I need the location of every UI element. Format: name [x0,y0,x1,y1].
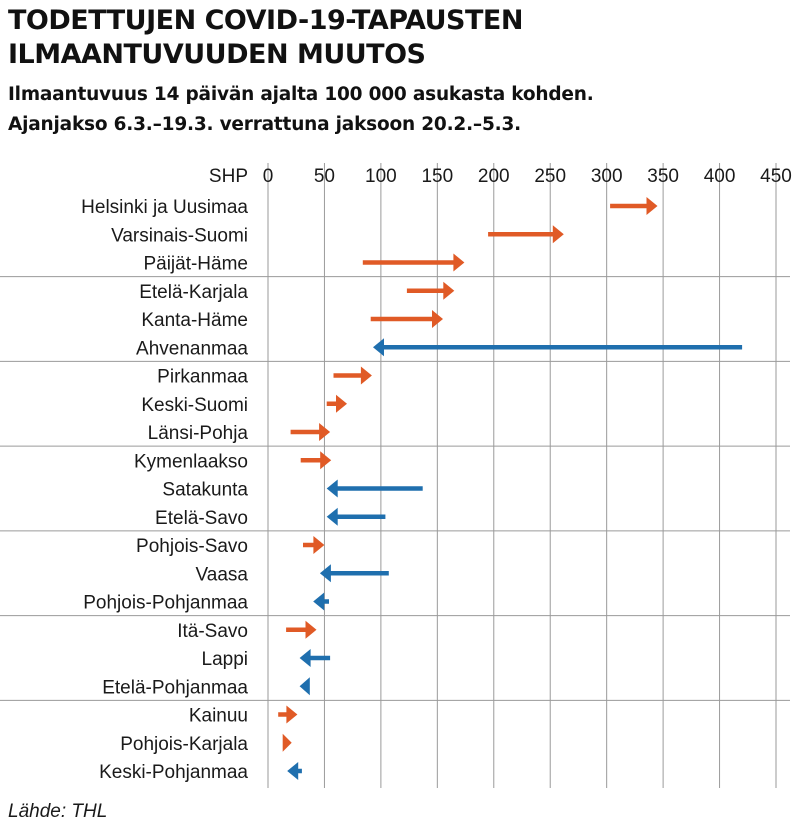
source-note: Lähde: THL [8,801,108,822]
row-label: Lappi [202,649,249,670]
x-tick-label: 50 [314,166,335,187]
row-label: Keski-Pohjanmaa [99,762,248,783]
grid-lines [267,163,777,788]
chart-subtitle-line-2: Ajanjakso 6.3.–19.3. verrattuna jaksoon … [8,114,521,135]
row-label: Etelä-Karjala [139,282,248,303]
row-label: Keski-Suomi [141,395,248,416]
change-arrow [300,451,332,470]
x-tick-label: 150 [421,166,453,187]
row-label: Etelä-Pohjanmaa [102,677,248,698]
change-arrow [290,423,331,441]
chart-subtitle: Ilmaantuvuus 14 päivän ajalta 100 000 as… [8,80,788,140]
row-label: Kanta-Häme [141,310,248,331]
change-arrow [326,479,423,498]
x-tick-label: 100 [365,166,397,187]
row-label: Pirkanmaa [157,367,248,388]
change-arrow [610,197,658,215]
chart-subtitle-line-1: Ilmaantuvuus 14 päivän ajalta 100 000 as… [8,84,594,105]
row-label: Satakunta [162,480,248,501]
change-arrow [303,536,325,554]
row-label: Pohjois-Karjala [120,734,248,755]
change-arrow [488,225,564,244]
change-arrow [326,507,386,526]
x-tick-label: 350 [647,166,679,187]
chart-title-line-2: ILMAANTUVUUDEN MUUTOS [8,39,426,70]
row-label: Päijät-Häme [143,254,248,275]
change-arrow [333,366,372,385]
change-arrow [282,733,292,752]
change-arrow [286,620,317,639]
row-label: Länsi-Pohja [148,423,249,444]
chart-title: TODETTUJEN COVID-19-TAPAUSTEN ILMAANTUVU… [8,4,788,72]
change-arrow [406,281,455,300]
group-separators [0,276,790,701]
row-label: Pohjois-Savo [136,536,248,557]
change-arrows [278,197,743,780]
row-label: Kymenlaakso [134,451,248,472]
category-header: SHP [209,166,248,187]
row-label: Etelä-Savo [155,508,248,529]
row-label: Varsinais-Suomi [111,225,248,246]
change-arrow [373,338,743,357]
row-label: Vaasa [196,564,249,585]
x-tick-label: 450 [760,166,792,187]
x-tick-label: 300 [591,166,623,187]
change-arrow [319,564,389,583]
row-label: Kainuu [189,706,248,727]
x-axis-ticks: 0 50 100 150 200 250 300 350 400 450 SHP [209,166,792,187]
change-arrow [299,649,331,667]
chart-title-line-1: TODETTUJEN COVID-19-TAPAUSTEN [8,5,523,36]
x-tick-label: 0 [263,166,274,187]
change-arrow [326,394,347,413]
row-labels: Helsinki ja Uusimaa Varsinais-Suomi Päijät… [81,197,248,783]
change-arrow [287,762,302,780]
x-tick-label: 250 [534,166,566,187]
row-label: Helsinki ja Uusimaa [81,197,248,218]
change-arrow [299,677,310,696]
change-arrow [370,310,443,328]
change-arrow [313,592,329,611]
row-label: Ahvenanmaa [136,338,248,359]
change-arrow [278,705,298,724]
x-tick-label: 400 [704,166,736,187]
x-tick-label: 200 [478,166,510,187]
change-arrow [362,253,465,272]
row-label: Itä-Savo [177,621,248,642]
arrow-chart: 0 50 100 150 200 250 300 350 400 450 SHP Helsinki … [0,163,792,788]
row-label: Pohjois-Pohjanmaa [83,593,248,614]
